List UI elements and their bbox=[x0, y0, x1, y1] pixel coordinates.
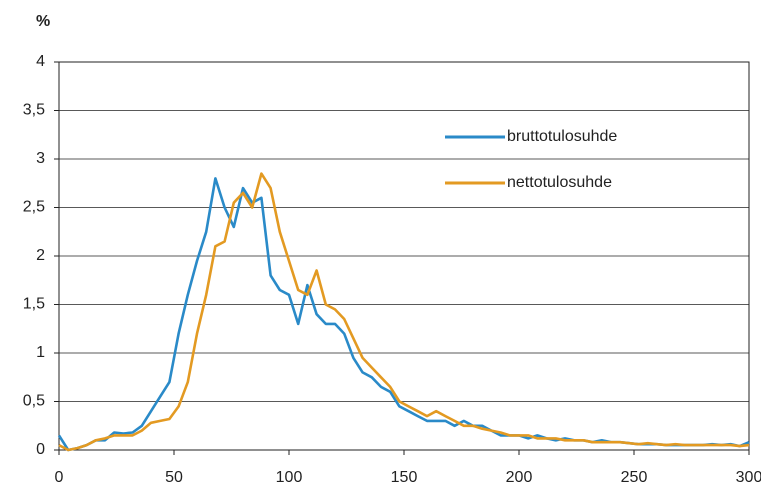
x-tick-label: 150 bbox=[391, 469, 418, 486]
y-tick-label: 3,5 bbox=[23, 102, 45, 119]
x-tick-label: 200 bbox=[506, 469, 533, 486]
y-tick-label: 2,5 bbox=[23, 199, 45, 216]
y-tick-label: 2 bbox=[36, 247, 45, 264]
y-tick-label: 1,5 bbox=[23, 296, 45, 313]
x-tick-label: 100 bbox=[276, 469, 303, 486]
plot-border bbox=[58, 61, 750, 451]
data-line bbox=[58, 172, 750, 452]
data-line bbox=[57, 177, 750, 452]
x-tick-label: 50 bbox=[165, 469, 183, 486]
x-tick-label: 0 bbox=[55, 469, 64, 486]
legend-label: nettotulosuhde bbox=[507, 174, 612, 191]
y-tick-label: 4 bbox=[36, 53, 45, 70]
y-tick-label: 1 bbox=[36, 344, 45, 361]
y-tick-label: 0 bbox=[36, 441, 45, 458]
x-tick-label: 250 bbox=[621, 469, 648, 486]
y-axis-label: % bbox=[36, 13, 50, 30]
y-tick-label: 3 bbox=[36, 150, 45, 167]
y-tick-label: 0,5 bbox=[23, 393, 45, 410]
legend-label: bruttotulosuhde bbox=[507, 128, 617, 145]
x-tick-label: 300 bbox=[736, 469, 761, 486]
